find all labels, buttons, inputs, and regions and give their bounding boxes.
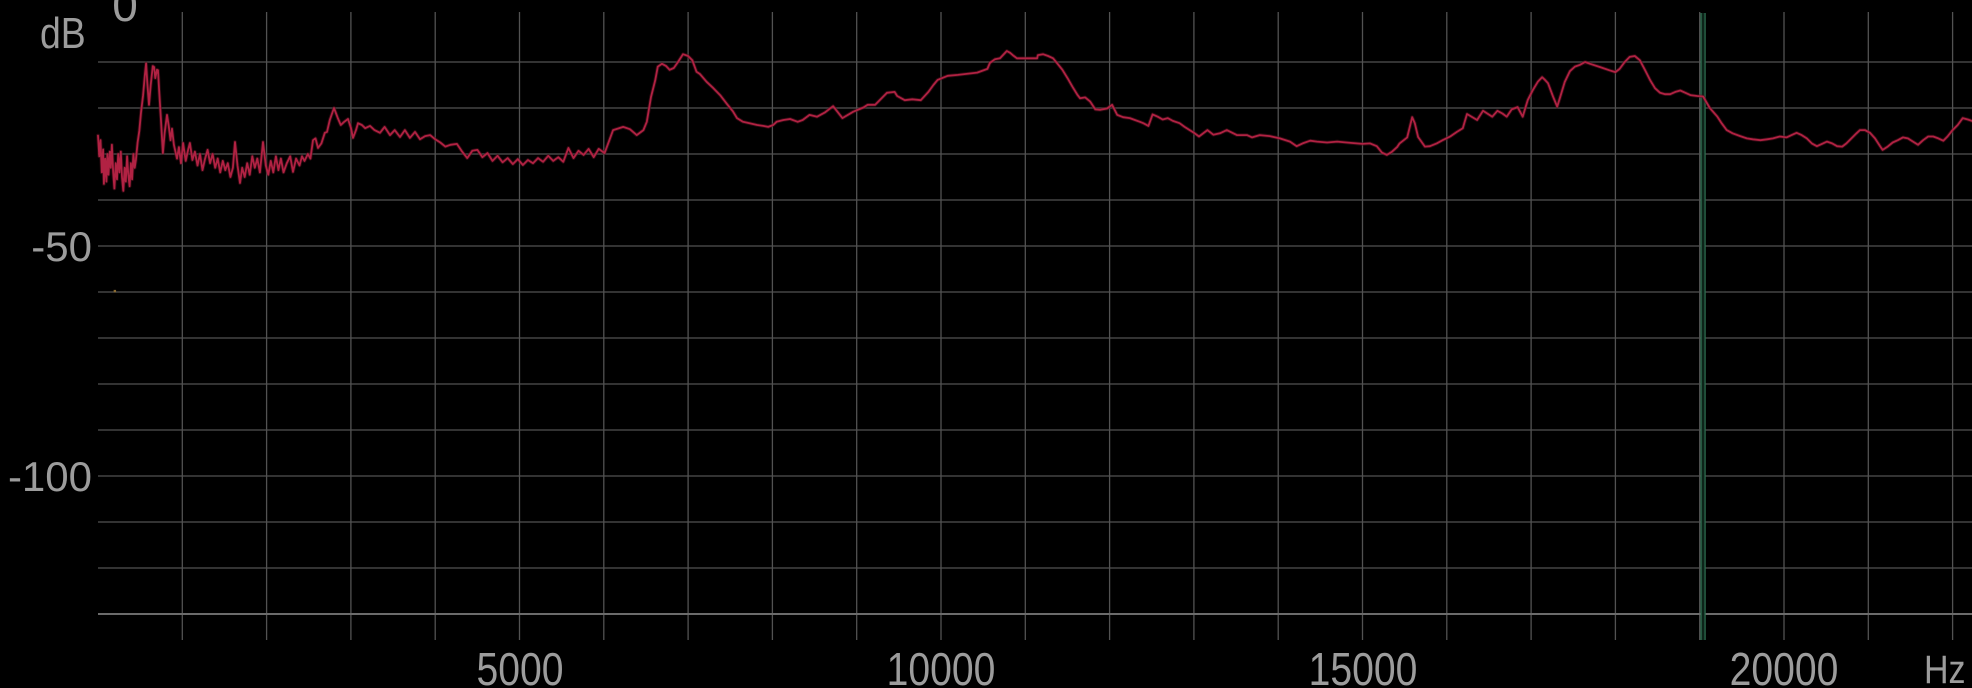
x-axis-unit-label: Hz — [1924, 648, 1966, 688]
y-axis-unit-label: dB — [40, 9, 86, 58]
x-axis-tick-20000: 20000 — [1729, 643, 1839, 688]
y-axis-tick-zero-text: 0 — [103, 0, 147, 24]
frequency-marker-line[interactable] — [1700, 13, 1706, 640]
y-axis-tick-zero-clipped: 0 — [103, 0, 147, 24]
y-axis-tick-minus100: -100 — [7, 453, 92, 500]
x-axis-tick-10000: 10000 — [886, 643, 996, 688]
x-axis-tick-5000: 5000 — [476, 643, 564, 688]
y-axis-tick-minus50: -50 — [31, 223, 92, 270]
peak-hold-dot — [113, 289, 117, 293]
spectrum-trace-halo — [96, 49, 1972, 193]
x-axis-tick-15000: 15000 — [1308, 643, 1418, 688]
spectrum-trace — [97, 50, 1972, 192]
